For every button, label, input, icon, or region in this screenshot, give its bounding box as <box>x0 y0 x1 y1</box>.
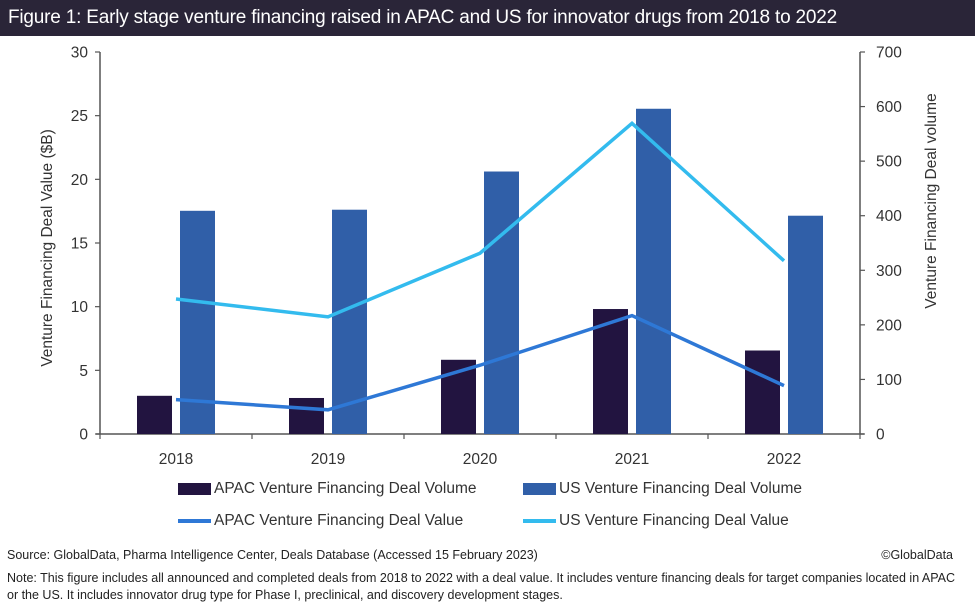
legend-swatch-us-volume <box>523 483 556 495</box>
bar-us-volume <box>636 108 671 435</box>
bar-us-volume <box>180 210 215 434</box>
y-left-tick-label: 15 <box>71 236 88 253</box>
bar-apac-volume <box>137 395 172 434</box>
legend-label: APAC Venture Financing Deal Volume <box>214 480 477 497</box>
legend-item-us-value: US Venture Financing Deal Value <box>523 512 789 530</box>
legend-label: US Venture Financing Deal Value <box>559 512 789 529</box>
x-tick-label: 2018 <box>159 451 193 468</box>
y-right-tick-label: 400 <box>876 208 902 225</box>
y-right-tick-label: 200 <box>876 317 902 334</box>
legend-label: APAC Venture Financing Deal Value <box>214 512 464 529</box>
bar-us-volume <box>788 215 823 434</box>
y-axis-left-title: Venture Financing Deal Value ($B) <box>39 129 56 367</box>
legend-swatch-apac-volume <box>178 483 211 495</box>
title-bar: Figure 1: Early stage venture financing … <box>0 0 975 36</box>
bar-us-volume <box>332 209 367 434</box>
y-left-tick-label: 10 <box>71 299 89 316</box>
y-right-tick-label: 500 <box>876 154 902 171</box>
y-axis-right-title: Venture Financing Deal volume <box>923 93 940 308</box>
copyright-text: ©GlobalData <box>881 548 953 562</box>
bar-apac-volume <box>593 309 628 434</box>
axes <box>95 51 865 439</box>
bar-us-volume <box>484 171 519 435</box>
x-tick-label: 2022 <box>767 451 801 468</box>
legend-swatch-apac-value <box>178 519 211 523</box>
y-right-tick-label: 0 <box>876 427 885 444</box>
y-right-tick-label: 100 <box>876 372 902 389</box>
x-tick-label: 2019 <box>311 451 345 468</box>
legend-item-apac-value: APAC Venture Financing Deal Value <box>178 512 463 530</box>
lines <box>175 120 786 412</box>
line-apac-value <box>175 313 785 412</box>
bars <box>137 108 823 435</box>
y-left-tick-label: 5 <box>79 363 88 380</box>
source-text: Source: GlobalData, Pharma Intelligence … <box>7 548 538 562</box>
legend-item-us-volume: US Venture Financing Deal Volume <box>523 480 802 498</box>
bar-apac-volume <box>745 350 780 434</box>
y-left-tick-label: 30 <box>71 45 89 62</box>
y-left-tick-label: 20 <box>71 172 89 189</box>
legend-label: US Venture Financing Deal Volume <box>559 480 802 497</box>
legend-swatch-us-value <box>523 519 556 523</box>
y-right-tick-label: 700 <box>876 45 902 62</box>
y-right-tick-label: 600 <box>876 99 902 116</box>
x-tick-label: 2021 <box>615 451 649 468</box>
y-right-tick-label: 300 <box>876 263 902 280</box>
line-us-value <box>175 120 786 319</box>
bar-apac-volume <box>289 397 324 434</box>
y-left-tick-label: 25 <box>71 108 88 125</box>
note-text: Note: This figure includes all announced… <box>7 571 956 602</box>
figure-title: Figure 1: Early stage venture financing … <box>8 7 837 28</box>
y-left-tick-label: 0 <box>79 427 88 444</box>
x-tick-label: 2020 <box>463 451 498 468</box>
legend-item-apac-volume: APAC Venture Financing Deal Volume <box>178 480 477 498</box>
